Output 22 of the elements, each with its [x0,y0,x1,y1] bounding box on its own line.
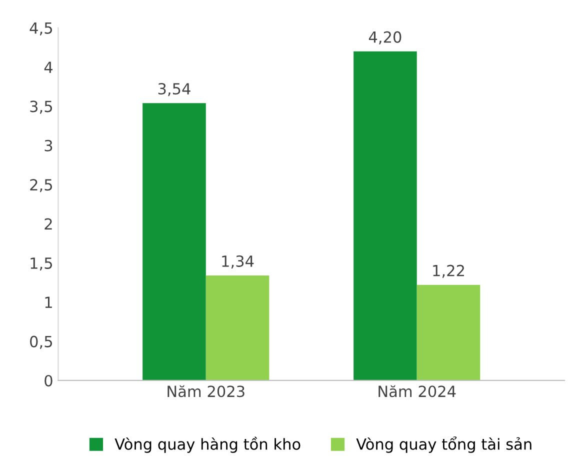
x-tick-label: Năm 2024 [378,385,456,398]
legend-label: Vòng quay hàng tồn kho [114,436,300,453]
bar [206,275,270,380]
bar [416,284,480,380]
legend-label: Vòng quay tổng tài sản [356,436,532,453]
y-tick-label: 1,5 [30,258,52,271]
data-label: 3,54 [158,83,190,96]
y-tick-label: 3 [44,140,52,152]
bar [142,103,206,380]
y-tick-label: 0,5 [30,336,52,349]
y-tick-label: 3,5 [30,100,52,114]
bar [354,51,417,380]
y-tick-label: 2 [44,218,52,230]
y-tick-label: 0 [44,374,52,386]
y-tick-label: 4 [44,62,52,73]
data-label: 1,22 [433,264,464,278]
data-label: 4,20 [368,31,402,44]
data-label: 1,34 [222,255,254,269]
y-tick-label: 2,5 [30,179,52,192]
y-tick-label: 1 [45,296,52,308]
x-tick-label: Năm 2023 [168,385,244,398]
y-tick-label: 4,5 [30,22,52,36]
